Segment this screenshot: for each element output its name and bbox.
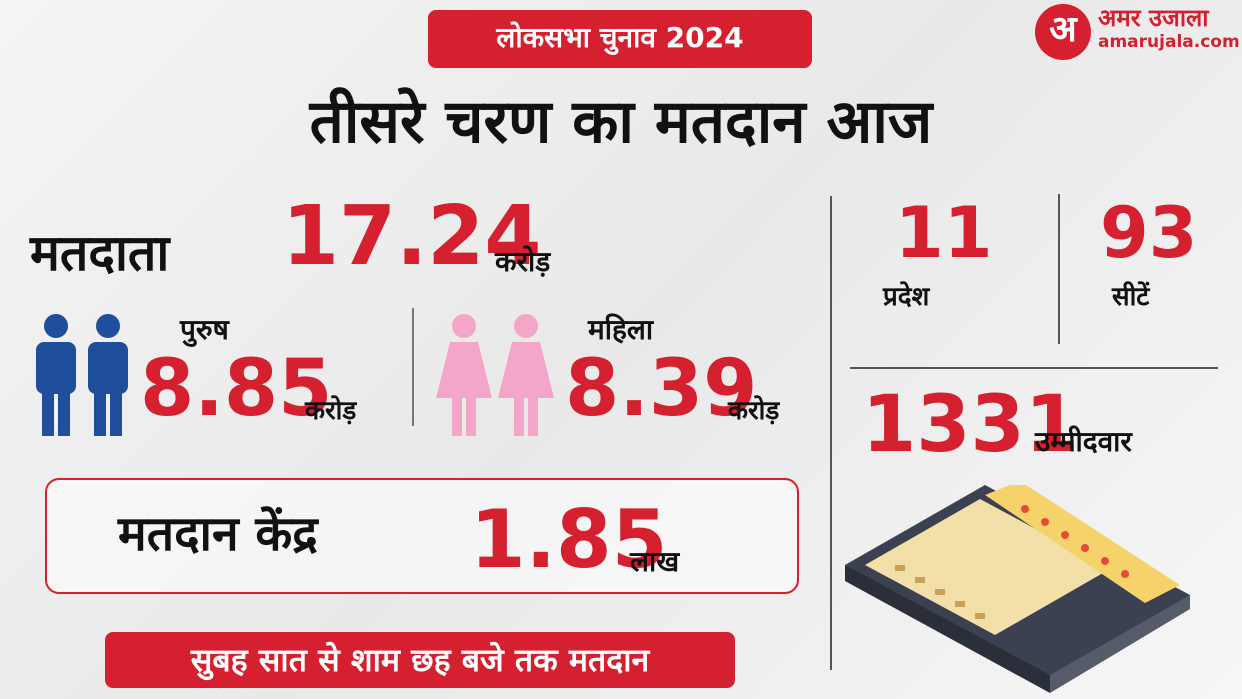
polling-value: 1.85 — [470, 493, 668, 586]
timing-bg — [105, 632, 735, 688]
logo-mark: अ — [1049, 9, 1077, 50]
badge: लोकसभा चुनाव 2024 — [496, 21, 744, 54]
states-label: प्रदेश — [883, 282, 930, 312]
male-unit: करोड़ — [305, 396, 357, 426]
timing: सुबह सात से शाम छह बजे तक मतदान — [190, 641, 650, 679]
divider — [412, 308, 414, 426]
male-value: 8.85 — [140, 344, 333, 434]
polling-box — [45, 478, 799, 594]
voters-unit: करोड़ — [495, 245, 551, 278]
seats-value: 93 — [1100, 192, 1198, 274]
divider — [850, 367, 1218, 369]
male-icon — [36, 314, 128, 436]
voters-label: मतदाता — [30, 224, 170, 282]
badge-bg — [428, 10, 812, 68]
candidates-label: उम्मीदवार — [1035, 425, 1132, 458]
title: तीसरे चरण का मतदान आज — [309, 87, 933, 157]
voters-value: 17.24 — [282, 189, 542, 284]
divider — [1058, 194, 1060, 344]
female-label: महिला — [588, 313, 654, 346]
male-label: पुरुष — [180, 313, 229, 346]
polling-unit: लाख — [630, 545, 680, 578]
logo-circle — [1035, 4, 1091, 60]
female-unit: करोड़ — [728, 396, 780, 426]
female-icon — [436, 314, 554, 436]
evm-illustration — [845, 485, 1190, 693]
polling-label: मतदान केंद्र — [118, 506, 318, 562]
logo-site: amarujala.com — [1098, 32, 1240, 52]
states-value: 11 — [895, 192, 993, 274]
divider — [830, 196, 832, 670]
logo-name: अमर उजाला — [1098, 4, 1209, 32]
female-value: 8.39 — [565, 344, 758, 434]
seats-label: सीटें — [1112, 282, 1150, 312]
candidates-value: 1331 — [862, 380, 1080, 470]
